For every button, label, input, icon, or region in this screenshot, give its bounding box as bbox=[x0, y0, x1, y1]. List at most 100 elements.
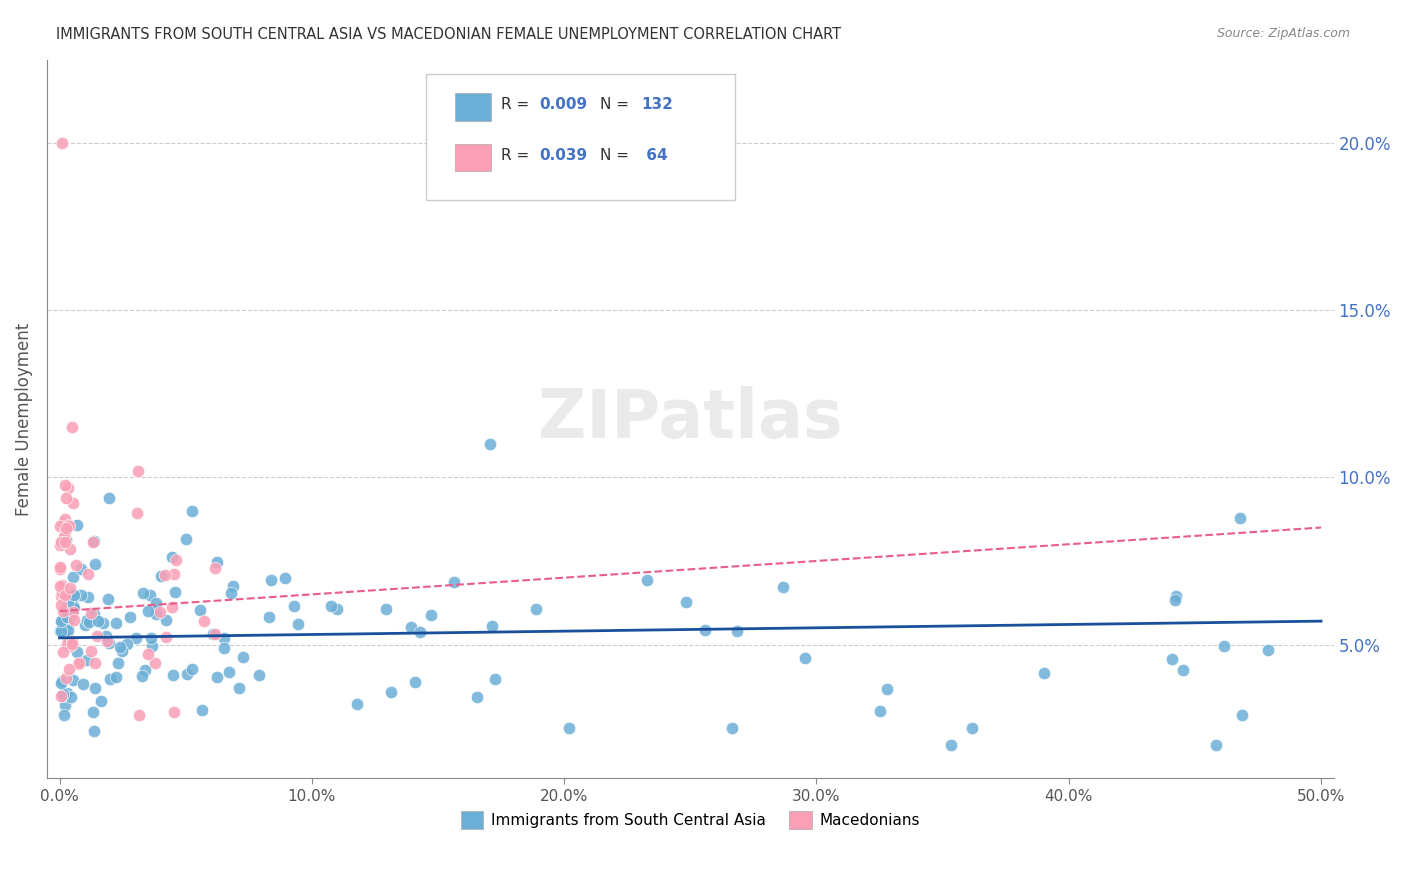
Macedonians bbox=[63, 613, 86, 627]
Immigrants from South Central Asia bbox=[145, 607, 167, 621]
Text: Source: ZipAtlas.com: Source: ZipAtlas.com bbox=[1216, 27, 1350, 40]
Macedonians bbox=[60, 420, 83, 434]
Immigrants from South Central Asia bbox=[725, 624, 748, 639]
Immigrants from South Central Asia bbox=[222, 579, 245, 593]
Macedonians bbox=[65, 558, 87, 572]
Immigrants from South Central Asia bbox=[118, 610, 141, 624]
Immigrants from South Central Asia bbox=[247, 668, 270, 682]
Macedonians bbox=[149, 605, 172, 619]
Immigrants from South Central Asia bbox=[94, 629, 117, 643]
Y-axis label: Female Unemployment: Female Unemployment bbox=[15, 322, 32, 516]
Macedonians bbox=[86, 629, 108, 643]
Immigrants from South Central Asia bbox=[1212, 640, 1234, 654]
Macedonians bbox=[60, 634, 83, 648]
Immigrants from South Central Asia bbox=[380, 685, 402, 699]
Immigrants from South Central Asia bbox=[51, 676, 73, 690]
Immigrants from South Central Asia bbox=[51, 673, 73, 688]
Immigrants from South Central Asia bbox=[1173, 664, 1195, 678]
Macedonians bbox=[56, 518, 79, 533]
Immigrants from South Central Asia bbox=[1161, 652, 1184, 666]
Macedonians bbox=[77, 566, 100, 581]
Macedonians bbox=[55, 672, 77, 686]
Immigrants from South Central Asia bbox=[52, 690, 75, 704]
Immigrants from South Central Asia bbox=[162, 667, 184, 681]
Macedonians bbox=[80, 606, 103, 620]
Macedonians bbox=[51, 589, 73, 603]
Immigrants from South Central Asia bbox=[793, 651, 815, 665]
Immigrants from South Central Asia bbox=[326, 601, 349, 615]
Macedonians bbox=[204, 626, 226, 640]
Macedonians bbox=[51, 536, 73, 550]
Macedonians bbox=[163, 567, 186, 582]
Immigrants from South Central Asia bbox=[56, 594, 79, 608]
Immigrants from South Central Asia bbox=[479, 437, 502, 451]
Immigrants from South Central Asia bbox=[134, 663, 156, 677]
Immigrants from South Central Asia bbox=[49, 624, 72, 639]
Immigrants from South Central Asia bbox=[138, 604, 160, 618]
Immigrants from South Central Asia bbox=[55, 533, 77, 547]
Immigrants from South Central Asia bbox=[110, 640, 132, 654]
Immigrants from South Central Asia bbox=[66, 645, 89, 659]
Immigrants from South Central Asia bbox=[59, 690, 82, 704]
Immigrants from South Central Asia bbox=[111, 643, 134, 657]
Immigrants from South Central Asia bbox=[70, 588, 93, 602]
Immigrants from South Central Asia bbox=[83, 607, 105, 622]
Text: N =: N = bbox=[600, 148, 634, 163]
Immigrants from South Central Asia bbox=[319, 599, 342, 613]
Immigrants from South Central Asia bbox=[399, 620, 422, 634]
Immigrants from South Central Asia bbox=[97, 591, 120, 606]
Immigrants from South Central Asia bbox=[181, 504, 204, 518]
Immigrants from South Central Asia bbox=[212, 640, 235, 655]
Immigrants from South Central Asia bbox=[1205, 738, 1227, 752]
Macedonians bbox=[66, 657, 89, 671]
Macedonians bbox=[55, 521, 77, 535]
Immigrants from South Central Asia bbox=[62, 587, 84, 601]
Immigrants from South Central Asia bbox=[163, 584, 186, 599]
Macedonians bbox=[165, 553, 187, 567]
Immigrants from South Central Asia bbox=[212, 632, 235, 646]
Immigrants from South Central Asia bbox=[62, 601, 84, 615]
Macedonians bbox=[153, 568, 176, 582]
Immigrants from South Central Asia bbox=[636, 573, 658, 587]
Immigrants from South Central Asia bbox=[218, 665, 240, 680]
Immigrants from South Central Asia bbox=[481, 619, 503, 633]
Immigrants from South Central Asia bbox=[107, 656, 129, 670]
Immigrants from South Central Asia bbox=[188, 603, 211, 617]
Immigrants from South Central Asia bbox=[1164, 593, 1187, 607]
Macedonians bbox=[49, 689, 72, 703]
Immigrants from South Central Asia bbox=[443, 574, 465, 589]
Immigrants from South Central Asia bbox=[83, 681, 105, 695]
Macedonians bbox=[59, 640, 82, 654]
Macedonians bbox=[82, 534, 104, 549]
Macedonians bbox=[160, 599, 183, 614]
Immigrants from South Central Asia bbox=[176, 666, 198, 681]
Text: 64: 64 bbox=[641, 148, 668, 163]
Immigrants from South Central Asia bbox=[145, 596, 167, 610]
Macedonians bbox=[49, 562, 72, 576]
Immigrants from South Central Asia bbox=[56, 686, 79, 700]
Text: 0.039: 0.039 bbox=[540, 148, 588, 163]
Macedonians bbox=[55, 491, 77, 505]
Immigrants from South Central Asia bbox=[66, 517, 89, 532]
Macedonians bbox=[51, 585, 73, 599]
Immigrants from South Central Asia bbox=[62, 673, 84, 687]
Immigrants from South Central Asia bbox=[346, 697, 368, 711]
Immigrants from South Central Asia bbox=[404, 674, 426, 689]
Immigrants from South Central Asia bbox=[62, 598, 84, 612]
Text: ZIPatlas: ZIPatlas bbox=[538, 386, 842, 452]
Immigrants from South Central Asia bbox=[232, 649, 254, 664]
Immigrants from South Central Asia bbox=[105, 670, 128, 684]
Immigrants from South Central Asia bbox=[205, 670, 228, 684]
Immigrants from South Central Asia bbox=[53, 708, 76, 723]
Immigrants from South Central Asia bbox=[1164, 590, 1187, 604]
Immigrants from South Central Asia bbox=[202, 627, 225, 641]
Immigrants from South Central Asia bbox=[160, 549, 183, 564]
Immigrants from South Central Asia bbox=[1232, 708, 1254, 723]
Immigrants from South Central Asia bbox=[63, 588, 86, 602]
Immigrants from South Central Asia bbox=[695, 624, 717, 638]
Macedonians bbox=[51, 577, 73, 591]
Macedonians bbox=[193, 614, 215, 628]
Immigrants from South Central Asia bbox=[83, 723, 105, 738]
Text: R =: R = bbox=[501, 96, 534, 112]
Macedonians bbox=[59, 541, 82, 556]
